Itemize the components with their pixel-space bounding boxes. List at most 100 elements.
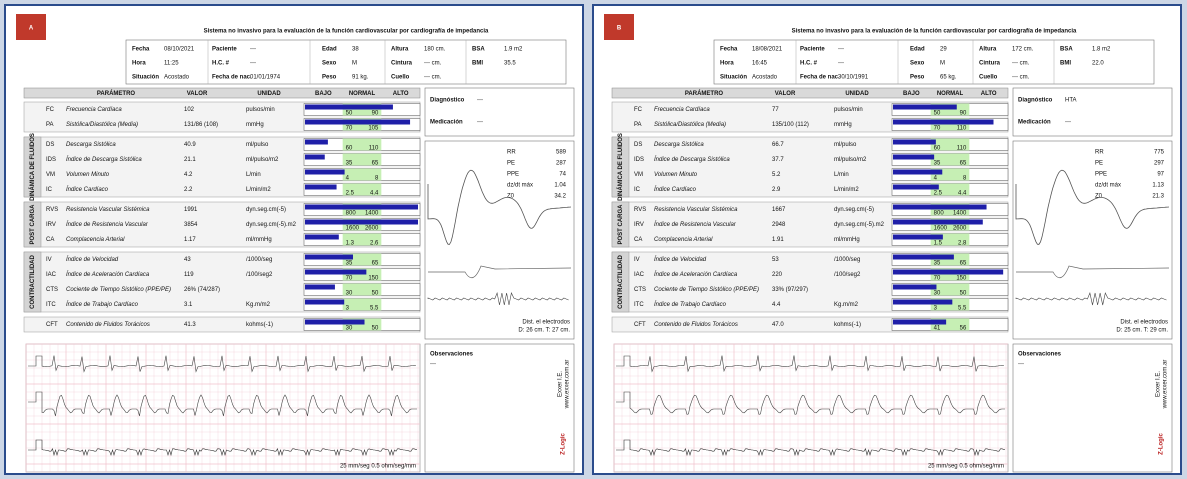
- info-label: Cintura: [979, 61, 1001, 67]
- param-code: CFT: [46, 322, 58, 328]
- info-label: Fecha: [720, 47, 738, 53]
- param-code: IV: [46, 257, 52, 263]
- normal-low: 1.5: [934, 241, 943, 247]
- param-value: 220: [772, 272, 783, 278]
- param-unit: dyn.seg.cm(-5): [246, 207, 286, 213]
- param-code: CTS: [46, 287, 58, 293]
- param-name: Descarga Sistólica: [66, 142, 116, 148]
- value-bar: [305, 139, 328, 145]
- value-bar: [305, 219, 418, 225]
- group-label-bg: [23, 201, 42, 248]
- param-unit: pulsos/min: [834, 107, 863, 113]
- param-code: IDS: [46, 157, 56, 163]
- normal-high: 5.5: [958, 306, 967, 312]
- param-name: Cociente de Tiempo Sistólico (PPE/PE): [66, 287, 171, 293]
- value-bar: [305, 204, 418, 210]
- group-label-bg: [23, 136, 42, 198]
- group-label-bg: [611, 251, 630, 313]
- param-unit: kohms(-1): [834, 322, 861, 328]
- observations-value: ---: [1018, 362, 1024, 368]
- waveform-box: [424, 140, 575, 340]
- info-value: ---: [838, 47, 844, 53]
- value-bar: [305, 319, 365, 325]
- metric-label: Z0: [1095, 194, 1103, 200]
- param-value: 21.1: [184, 157, 196, 163]
- param-code: CA: [634, 237, 642, 243]
- param-code: IAC: [46, 272, 57, 278]
- param-value: 37.7: [772, 157, 784, 163]
- param-value: 119: [184, 272, 194, 278]
- param-code: IDS: [634, 157, 644, 163]
- info-value: 1.9 m2: [504, 47, 523, 53]
- param-value: 5.2: [772, 172, 781, 178]
- info-value: ---: [250, 61, 256, 67]
- info-label: Situación: [132, 75, 159, 81]
- normal-high: 65: [372, 161, 379, 167]
- normal-high: 65: [960, 261, 967, 267]
- group-label: POST CARGA: [30, 204, 36, 245]
- value-bar: [893, 319, 947, 325]
- normal-high: 65: [372, 261, 379, 267]
- observations-value: ---: [430, 362, 436, 368]
- normal-band: [930, 283, 970, 296]
- info-box: [125, 39, 567, 85]
- param-name: Cociente de Tiempo Sistólico (PPE/PE): [654, 287, 759, 293]
- metric-label: PE: [1095, 161, 1103, 167]
- normal-low: 3: [934, 306, 938, 312]
- metric-label: PPE: [1095, 172, 1107, 178]
- electrodes-value: D: 25 cm. T: 29 cm.: [1116, 328, 1168, 334]
- normal-high: 50: [960, 291, 967, 297]
- metric-label: dz/dt máx: [507, 183, 533, 189]
- diagnosis-box: [424, 87, 575, 137]
- value-bar: [893, 299, 953, 305]
- dzdt-trace: [28, 439, 417, 457]
- metric-value: 1.04: [554, 183, 566, 189]
- electrodes-label: Dist. el electrodos: [1120, 320, 1168, 326]
- info-value: --- cm.: [424, 75, 442, 81]
- normal-low: 70: [934, 126, 941, 132]
- normal-high: 50: [372, 291, 379, 297]
- param-value: 66.7: [772, 142, 784, 148]
- info-label: Cuello: [391, 75, 410, 81]
- param-unit: L/min: [246, 172, 261, 178]
- observations-box: [1012, 343, 1173, 473]
- info-value: 01/01/1974: [250, 75, 281, 81]
- report-title: Sistema no invasivo para la evaluación d…: [204, 29, 489, 35]
- medication-label: Medicación: [430, 120, 463, 126]
- param-value: 1.91: [772, 237, 784, 243]
- value-bar: [893, 104, 957, 110]
- param-code: PA: [46, 122, 54, 128]
- group-label-bg: [611, 136, 630, 198]
- normal-band: [342, 283, 382, 296]
- info-value: 18/08/2021: [752, 47, 783, 53]
- param-value: 43: [184, 257, 191, 263]
- value-bar: [893, 284, 937, 290]
- normal-high: 8: [375, 176, 379, 182]
- param-code: IRV: [634, 222, 644, 228]
- param-value: 131/86 (108): [184, 122, 218, 128]
- normal-low: 70: [934, 276, 941, 282]
- normal-high: 150: [368, 276, 379, 282]
- param-unit: kohms(-1): [246, 322, 273, 328]
- info-value: 11:25: [164, 61, 179, 67]
- normal-high: 2600: [953, 226, 967, 232]
- derivative-waveform: [1016, 265, 1170, 279]
- table-header-bg: [611, 87, 1009, 99]
- param-value: 1991: [184, 207, 198, 213]
- observations-label: Observaciones: [1018, 352, 1062, 358]
- info-label: Paciente: [212, 47, 237, 53]
- info-value: ---: [250, 47, 256, 53]
- param-value: 135/100 (112): [772, 122, 809, 128]
- metric-label: Z0: [507, 194, 515, 200]
- metric-value: 589: [556, 150, 567, 156]
- brand-name: Exxer I.E.: [1156, 371, 1162, 397]
- param-unit: L/min/m2: [246, 187, 271, 193]
- info-label: Cintura: [391, 61, 413, 67]
- info-value: 16:45: [752, 61, 768, 67]
- brand-logo: Z-Logic: [1159, 433, 1165, 455]
- normal-low: 30: [346, 326, 353, 332]
- report-panel: B Sistema no invasivo para la evaluación …: [592, 4, 1182, 475]
- table-header-cell: PARÁMETRO: [97, 90, 136, 97]
- value-bar: [893, 154, 935, 160]
- param-code: DS: [634, 142, 642, 148]
